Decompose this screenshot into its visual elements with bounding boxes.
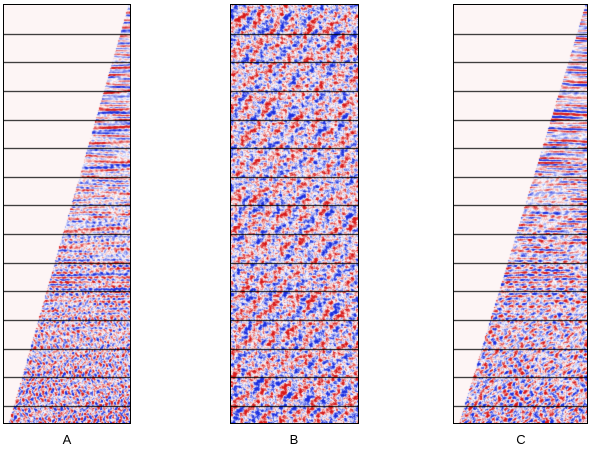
- seismic-panel-b: [230, 4, 359, 424]
- seismic-image-c: [454, 5, 587, 423]
- panel-label-b: B: [289, 432, 299, 447]
- seismic-panel-c: [453, 4, 588, 424]
- seismic-image-b: [231, 5, 358, 423]
- seismic-image-a: [4, 5, 130, 423]
- seismic-panel-a: [3, 4, 131, 424]
- panel-label-a: A: [62, 432, 72, 447]
- panel-label-c: C: [516, 432, 526, 447]
